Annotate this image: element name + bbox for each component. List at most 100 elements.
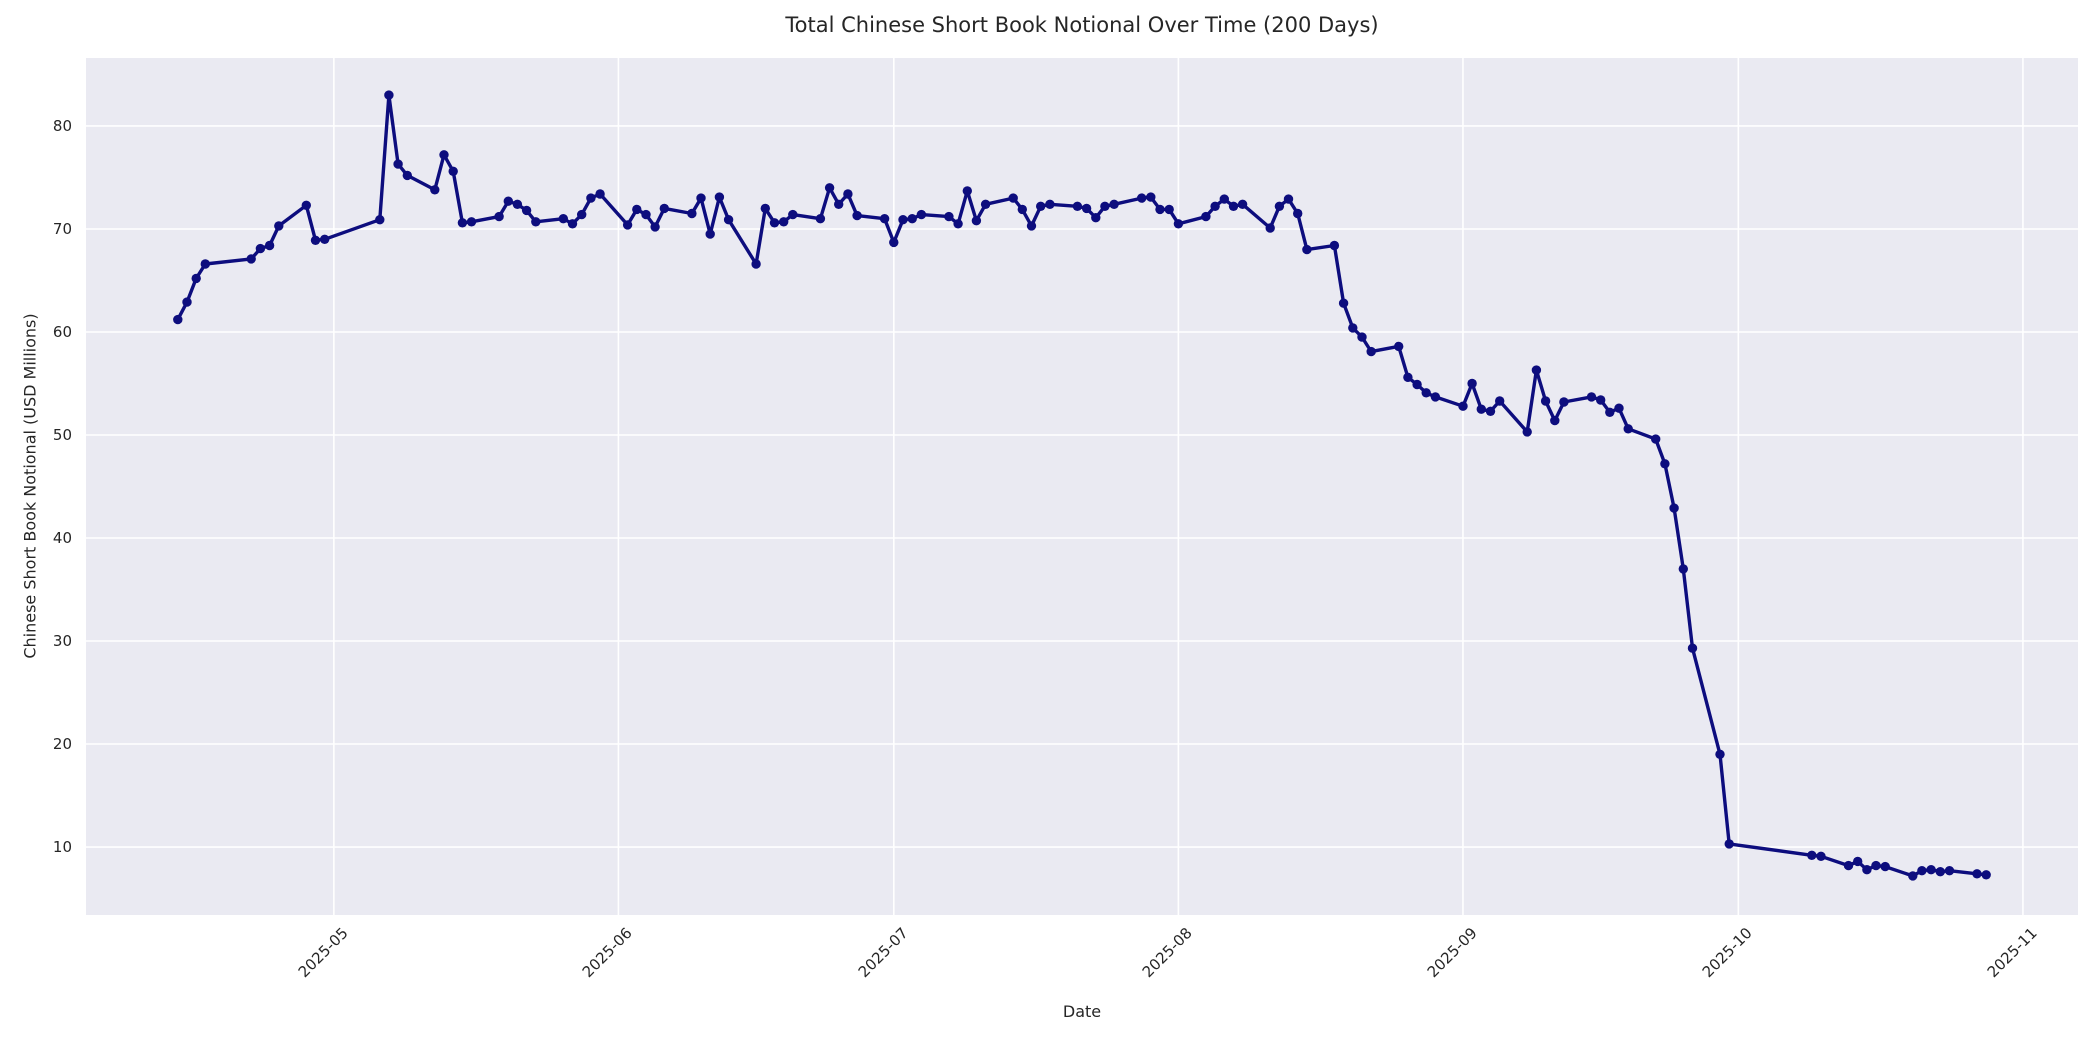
data-point — [1109, 199, 1119, 209]
data-point — [1559, 397, 1569, 407]
data-point — [430, 185, 440, 195]
data-point — [1935, 867, 1946, 877]
data-point — [1687, 643, 1698, 653]
data-point — [1237, 199, 1248, 209]
data-point — [1210, 201, 1220, 211]
data-point — [971, 216, 982, 226]
data-point — [1853, 856, 1863, 867]
data-point — [1412, 379, 1422, 390]
data-point — [1623, 424, 1633, 434]
data-point — [595, 189, 605, 199]
data-point — [1715, 749, 1725, 759]
y-tick-label: 60 — [52, 322, 72, 341]
data-point — [1807, 850, 1817, 860]
data-point — [659, 203, 669, 214]
data-point — [274, 221, 284, 231]
data-point — [944, 211, 954, 222]
data-point — [1540, 396, 1551, 406]
data-point — [1293, 208, 1303, 219]
data-point — [1476, 404, 1487, 414]
data-point — [1155, 204, 1165, 215]
data-point — [1017, 204, 1027, 215]
data-point — [1366, 346, 1376, 357]
data-point — [650, 222, 660, 232]
y-tick-label: 30 — [52, 632, 72, 650]
data-point — [1944, 866, 1955, 876]
data-point — [815, 214, 826, 224]
data-point — [1228, 201, 1239, 211]
data-point — [567, 219, 578, 229]
data-point — [632, 204, 642, 215]
data-point — [1908, 871, 1918, 881]
data-point — [1403, 372, 1413, 382]
data-point — [696, 193, 706, 203]
y-tick-label: 80 — [52, 116, 72, 135]
data-point — [1651, 434, 1661, 444]
data-point — [577, 209, 587, 220]
data-point — [1458, 401, 1468, 411]
data-point — [466, 217, 477, 227]
data-point — [558, 214, 568, 224]
data-point — [1036, 201, 1046, 211]
data-point — [310, 235, 321, 245]
data-point — [1678, 564, 1689, 574]
data-point — [1348, 323, 1358, 333]
data-point — [1283, 194, 1294, 204]
y-tick-label: 40 — [52, 529, 72, 547]
data-point — [182, 297, 192, 307]
data-point — [1274, 201, 1285, 211]
data-point — [1329, 240, 1340, 251]
data-point — [953, 219, 963, 229]
data-point — [898, 215, 908, 225]
plot-background — [86, 58, 2078, 915]
data-point — [1100, 201, 1110, 211]
data-point — [1669, 503, 1679, 513]
chart-title: Total Chinese Short Book Notional Over T… — [785, 13, 1379, 37]
y-tick-label: 70 — [52, 219, 72, 238]
data-point — [503, 196, 513, 206]
data-point — [1357, 332, 1367, 342]
data-point — [843, 189, 853, 199]
data-point — [1531, 365, 1542, 375]
data-point — [494, 211, 504, 222]
data-point — [1081, 203, 1092, 214]
data-point — [1173, 219, 1184, 229]
data-point — [586, 193, 596, 203]
data-point — [1146, 192, 1156, 202]
data-point — [1072, 201, 1083, 211]
data-point — [1660, 459, 1670, 469]
data-point — [834, 199, 844, 209]
data-point — [879, 214, 890, 224]
data-point — [1605, 407, 1615, 417]
data-point — [1495, 396, 1505, 406]
data-point — [1338, 298, 1349, 308]
data-point — [916, 209, 927, 220]
data-point — [1091, 213, 1101, 223]
data-point — [173, 314, 183, 325]
y-tick-label: 10 — [52, 838, 72, 857]
y-tick-label: 50 — [52, 425, 72, 444]
data-point — [1917, 866, 1927, 876]
data-point — [907, 214, 917, 224]
data-point — [439, 150, 449, 160]
data-point — [1026, 221, 1037, 231]
data-point — [1981, 870, 1991, 880]
data-point — [393, 159, 403, 169]
data-point — [1485, 406, 1496, 416]
data-point — [1421, 388, 1431, 398]
data-point — [512, 199, 523, 209]
data-point — [980, 199, 991, 209]
data-point — [521, 205, 532, 216]
data-point — [531, 217, 541, 227]
data-point — [769, 218, 780, 228]
data-point — [641, 209, 651, 220]
data-point — [723, 215, 734, 225]
data-point — [1467, 378, 1477, 389]
data-point — [962, 186, 972, 196]
data-point — [1843, 860, 1854, 871]
data-point — [1219, 194, 1230, 204]
data-point — [320, 234, 330, 244]
data-point — [751, 259, 761, 269]
